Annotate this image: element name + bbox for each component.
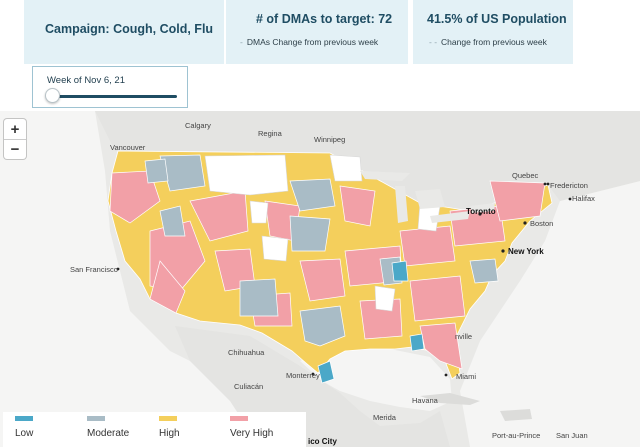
low-regions: [317, 260, 425, 384]
legend-label-very-high: Very High: [230, 428, 274, 439]
atlantic-ocean: [460, 181, 640, 447]
legend-swatch-low: [15, 416, 33, 421]
zoom-in-button[interactable]: +: [10, 120, 20, 138]
place-label: San Francisco: [70, 265, 118, 274]
dma-title-label: # of DMAs to target:: [256, 12, 375, 26]
legend-label-low: Low: [15, 428, 34, 439]
population-card: 41.5% of US Population - - Change from pr…: [413, 0, 573, 64]
place-label: Havana: [412, 396, 438, 405]
dma-change: - DMAs Change from previous week: [240, 37, 378, 47]
place-label: Culiacán: [234, 382, 264, 391]
legend-label-moderate: Moderate: [87, 428, 130, 439]
dma-change-label: DMAs Change from previous week: [246, 37, 379, 47]
legend-swatch-moderate: [87, 416, 105, 421]
place-label: Vancouver: [110, 143, 146, 152]
dma-change-value: -: [240, 37, 243, 47]
place-label: New York: [508, 247, 544, 256]
week-slider-thumb[interactable]: [45, 88, 60, 103]
place-label: Quebec: [512, 171, 539, 180]
dma-count: 72: [378, 12, 393, 26]
place-label: Boston: [530, 219, 554, 228]
legend-swatch-high: [159, 416, 177, 421]
campaign-title: Campaign: Cough, Cold, Flu: [45, 22, 213, 36]
great-lakes: [360, 171, 495, 223]
week-label: Week of Nov 6, 21: [47, 75, 125, 86]
population-change: - - Change from previous week: [429, 37, 547, 47]
moderate-regions: [144, 154, 499, 347]
dma-map[interactable]: + − Calgary Regina Winnipeg Vancouver Qu…: [0, 111, 640, 447]
pacific-ocean: [0, 111, 260, 447]
legend-item-very-high: Very High: [230, 416, 273, 439]
population-title: 41.5% of US Population: [427, 12, 567, 26]
place-label: Monterrey: [286, 371, 320, 380]
legend-item-high: High: [159, 416, 180, 439]
cuba: [420, 393, 480, 405]
hispaniola: [500, 409, 532, 421]
zoom-out-button[interactable]: −: [4, 139, 26, 159]
place-label: ico City: [308, 437, 337, 446]
place-label: Merida: [373, 413, 396, 422]
place-label: Regina: [258, 129, 282, 138]
place-label: Winnipeg: [314, 135, 346, 144]
no-data-regions: [204, 154, 441, 312]
legend-item-moderate: Moderate: [87, 416, 129, 439]
place-label: Toronto: [466, 207, 496, 216]
place-label: Chihuahua: [228, 348, 265, 357]
risk-legend: Low Moderate High Very High: [3, 412, 306, 447]
zoom-controls: + −: [4, 119, 26, 159]
place-label: nville: [455, 332, 473, 341]
dma-title: # of DMAs to target: 72: [256, 12, 392, 26]
very-high-regions: [109, 170, 546, 370]
campaign-label: Campaign:: [45, 22, 110, 36]
place-label: Calgary: [185, 121, 211, 130]
city-markers: [116, 182, 572, 377]
place-label: San Juan: [556, 431, 588, 440]
place-label: Miami: [456, 372, 476, 381]
legend-label-high: High: [159, 428, 180, 439]
place-label: Halifax: [572, 194, 595, 203]
week-slider-track[interactable]: [53, 95, 177, 98]
population-change-label: Change from previous week: [441, 37, 547, 47]
campaign-card: Campaign: Cough, Cold, Flu: [24, 0, 224, 64]
map-canvas: [0, 111, 640, 447]
week-selector: Week of Nov 6, 21: [32, 66, 188, 108]
campaign-value: Cough, Cold, Flu: [113, 22, 214, 36]
place-label: Port-au-Prince: [492, 431, 541, 440]
legend-item-low: Low: [15, 416, 33, 439]
place-label: Fredericton: [550, 181, 588, 190]
gulf-of-mexico: [300, 347, 452, 411]
dma-card: # of DMAs to target: 72 - DMAs Change fro…: [226, 0, 408, 64]
legend-swatch-very-high: [230, 416, 248, 421]
population-change-value: - -: [429, 37, 438, 47]
